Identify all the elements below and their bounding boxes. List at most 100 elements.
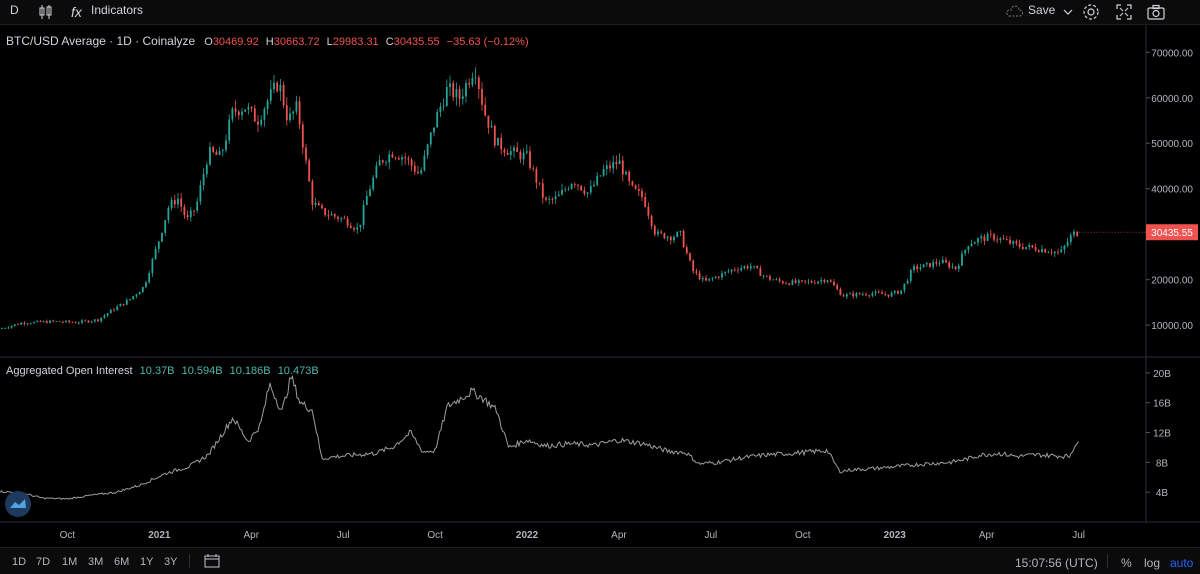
candle-body bbox=[746, 266, 749, 269]
candle-body bbox=[669, 236, 672, 241]
candle-body bbox=[74, 322, 77, 324]
open-value: 30469.92 bbox=[212, 36, 259, 48]
candle-body bbox=[737, 269, 739, 271]
coinalyze-logo[interactable] bbox=[5, 491, 31, 517]
interval-selector[interactable]: D bbox=[10, 3, 19, 17]
candle-body bbox=[20, 322, 23, 325]
candle-body bbox=[612, 161, 615, 169]
candle-body bbox=[170, 200, 173, 208]
candle-body bbox=[756, 266, 759, 269]
candle-body bbox=[545, 197, 547, 200]
candle-body bbox=[679, 231, 682, 233]
range-1d[interactable]: 1D bbox=[12, 556, 27, 568]
candle-body bbox=[311, 181, 314, 205]
candle-body bbox=[532, 167, 535, 169]
candle-body bbox=[129, 299, 131, 300]
oi-title[interactable]: Aggregated Open Interest bbox=[6, 365, 133, 377]
candle-body bbox=[1044, 249, 1047, 253]
logo-icon bbox=[10, 499, 26, 508]
candle-body bbox=[292, 111, 295, 114]
time-tick-label: Apr bbox=[611, 530, 627, 541]
gear-icon[interactable] bbox=[1081, 2, 1101, 22]
price-axis[interactable]: 70000.0060000.0050000.0040000.0030000.00… bbox=[1146, 48, 1193, 332]
candle-body bbox=[730, 269, 733, 272]
range-1y[interactable]: 1Y bbox=[140, 556, 154, 568]
high-label: H bbox=[265, 36, 274, 48]
candle-body bbox=[109, 309, 112, 314]
range-7d[interactable]: 7D bbox=[36, 556, 51, 568]
candle-body bbox=[989, 233, 992, 235]
candle-body bbox=[132, 296, 135, 300]
candle-body bbox=[993, 234, 995, 240]
save-button[interactable]: Save bbox=[1028, 3, 1056, 17]
candle-body bbox=[625, 171, 627, 175]
chart-canvas[interactable]: 70000.0060000.0050000.0040000.0030000.00… bbox=[0, 25, 1200, 547]
goto-date-icon[interactable] bbox=[203, 552, 221, 570]
fullscreen-icon[interactable] bbox=[1114, 2, 1134, 22]
price-candles bbox=[1, 67, 1079, 330]
candle-body bbox=[615, 161, 618, 165]
indicators-button[interactable]: Indicators bbox=[91, 3, 144, 17]
price-tick-label: 50000.00 bbox=[1151, 139, 1193, 150]
range-6m[interactable]: 6M bbox=[114, 556, 130, 568]
candle-body bbox=[145, 282, 147, 288]
candle-body bbox=[173, 200, 176, 205]
symbol-title[interactable]: BTC/USD Average · 1D · Coinalyze bbox=[6, 34, 196, 48]
candle-body bbox=[449, 83, 451, 87]
time-tick-label: Jul bbox=[1072, 530, 1085, 541]
auto-toggle[interactable]: auto bbox=[1170, 556, 1194, 570]
candle-body bbox=[81, 320, 83, 323]
ohlc-open: O30469.92 bbox=[204, 36, 262, 48]
range-1m[interactable]: 1M bbox=[62, 556, 78, 568]
last-price-marker: 30435.55 bbox=[1078, 224, 1198, 241]
candle-body bbox=[631, 181, 634, 186]
candle-body bbox=[285, 105, 288, 121]
candle-body bbox=[372, 177, 375, 190]
clock-readout[interactable]: 15:07:56 (UTC) bbox=[1015, 556, 1098, 570]
candle-body bbox=[212, 146, 215, 152]
candle-body bbox=[4, 327, 7, 329]
percent-toggle[interactable]: % bbox=[1121, 556, 1132, 570]
candle-body bbox=[676, 232, 679, 237]
candle-body bbox=[525, 151, 528, 153]
close-value: 30435.55 bbox=[393, 36, 440, 48]
candles-icon[interactable] bbox=[36, 2, 56, 22]
candle-body bbox=[1018, 243, 1021, 247]
camera-icon[interactable] bbox=[1146, 2, 1166, 22]
fx-icon[interactable]: fx bbox=[68, 2, 88, 22]
candle-body bbox=[717, 276, 720, 278]
log-toggle[interactable]: log bbox=[1144, 556, 1161, 570]
range-3y[interactable]: 3Y bbox=[164, 556, 178, 568]
candle-body bbox=[973, 242, 976, 244]
oi-axis[interactable]: 20B 16B 12B 8B 4B bbox=[1146, 369, 1171, 499]
range-3m[interactable]: 3M bbox=[88, 556, 104, 568]
candle-body bbox=[365, 196, 368, 206]
time-tick-label: 2021 bbox=[148, 530, 171, 541]
candle-body bbox=[71, 322, 74, 323]
time-axis[interactable]: Oct 2021 Apr Jul Oct 2022 Apr Jul Oct 2023 Apr Jul bbox=[60, 530, 1085, 541]
candle-body bbox=[356, 227, 359, 230]
candle-body bbox=[708, 278, 711, 281]
candle-body bbox=[420, 170, 423, 174]
cloud-icon[interactable] bbox=[1005, 2, 1025, 22]
candle-body bbox=[119, 303, 122, 307]
candle-body bbox=[775, 279, 778, 280]
candle-body bbox=[769, 276, 771, 280]
oi-value-3: 10.186B bbox=[229, 365, 271, 377]
chevron-down-icon[interactable] bbox=[1058, 2, 1078, 22]
time-tick-label: 2022 bbox=[516, 530, 539, 541]
candle-body bbox=[852, 293, 855, 297]
candle-body bbox=[778, 279, 781, 282]
candle-body bbox=[490, 125, 493, 128]
candle-body bbox=[577, 184, 579, 186]
candle-body bbox=[861, 294, 864, 296]
candle-body bbox=[634, 185, 637, 189]
candle-body bbox=[609, 165, 611, 169]
candle-body bbox=[77, 322, 80, 324]
candle-body bbox=[333, 214, 336, 217]
price-legend: BTC/USD Average · 1D · Coinalyze O30469.… bbox=[6, 34, 529, 48]
candle-body bbox=[948, 262, 951, 268]
candle-body bbox=[970, 243, 973, 247]
candle-body bbox=[884, 294, 887, 295]
candle-body bbox=[1060, 249, 1063, 253]
